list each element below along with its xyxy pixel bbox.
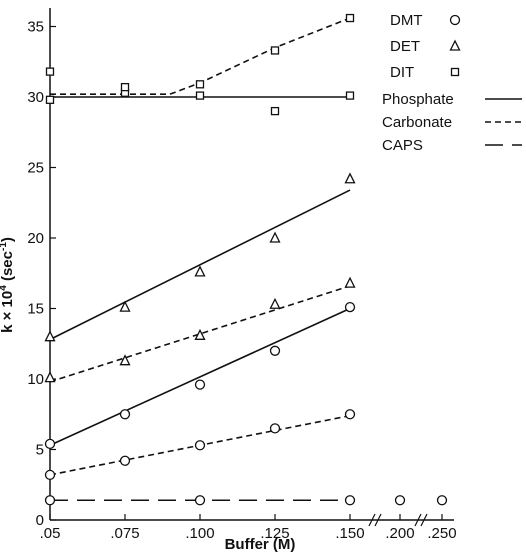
data-point-det <box>119 300 131 312</box>
data-point-dit <box>345 13 355 23</box>
legend-label-caps: CAPS <box>382 137 423 154</box>
data-points <box>44 13 448 506</box>
legend-label-det: DET <box>390 38 420 55</box>
fit-line-det-phosphate <box>49 189 351 341</box>
legend-marker-dit <box>450 67 460 77</box>
data-point-dmt <box>119 409 131 420</box>
data-point-dmt <box>394 495 406 506</box>
x-tick-label: .200 <box>385 525 414 542</box>
x-tick-label: .125 <box>260 525 289 542</box>
x-tick-label: .075 <box>110 525 139 542</box>
data-point-dit <box>120 82 130 92</box>
data-point-dit <box>345 91 355 100</box>
data-point-dmt <box>269 345 281 356</box>
fit-line-det-carbonate <box>49 285 351 383</box>
axis-break-mark <box>420 513 428 527</box>
data-point-dmt <box>194 440 206 451</box>
y-tick-label: 15 <box>27 301 44 318</box>
data-point-dit <box>195 91 205 100</box>
y-tick-label: 0 <box>36 512 44 529</box>
axis-break-mark <box>374 513 382 527</box>
legend-label-phosphate: Phosphate <box>382 91 454 108</box>
data-point-dmt <box>44 469 56 481</box>
data-point-dmt <box>436 495 448 506</box>
data-point-det <box>194 328 206 340</box>
data-point-det <box>269 297 281 309</box>
axis-break-mark <box>368 513 376 527</box>
x-tick-label: .100 <box>185 525 214 542</box>
data-point-det <box>119 354 131 366</box>
axes: 0 5 10 15 20 25 30 35 .05 .075 .100 .125 .150 .200 .25… <box>27 8 457 542</box>
data-point-dit <box>45 67 55 76</box>
data-point-det <box>344 276 356 288</box>
y-tick-label: 5 <box>36 442 44 459</box>
data-point-det <box>44 371 56 383</box>
data-point-det <box>344 172 356 184</box>
y-tick-label: 30 <box>27 89 44 106</box>
data-point-dmt <box>119 455 131 466</box>
legend: DMT DET DIT Phosphate Carbonate CAPS <box>382 12 522 154</box>
data-point-dit <box>195 80 205 89</box>
y-tick-label: 10 <box>27 371 44 388</box>
x-tick-label: .250 <box>427 525 456 542</box>
fit-line-dmt-phosphate <box>49 307 351 446</box>
data-point-dmt <box>269 423 281 434</box>
data-point-det <box>44 330 56 342</box>
data-point-dmt <box>344 301 356 313</box>
data-point-det <box>269 231 281 243</box>
data-point-dmt <box>344 495 356 506</box>
y-tick-label: 25 <box>27 160 44 177</box>
data-point-dmt <box>194 379 206 390</box>
legend-marker-dmt <box>449 14 461 26</box>
x-axis-label: Buffer (M) <box>225 536 296 553</box>
data-point-dmt <box>344 409 356 420</box>
y-tick-label: 20 <box>27 230 44 247</box>
legend-label-dmt: DMT <box>390 12 423 29</box>
fit-line-dit-carbonate <box>50 17 351 95</box>
data-point-dit <box>45 95 55 104</box>
axis-break-mark <box>414 513 422 527</box>
legend-marker-det <box>449 39 461 51</box>
y-axis-label: k × 104 (sec-1) <box>0 237 16 333</box>
x-tick-label: .150 <box>335 525 364 542</box>
x-tick-label: .05 <box>40 525 61 542</box>
data-point-dmt <box>44 438 56 450</box>
data-point-dit <box>270 106 280 116</box>
legend-label-carbonate: Carbonate <box>382 114 452 131</box>
legend-label-dit: DIT <box>390 64 414 81</box>
y-tick-label: 35 <box>27 19 44 36</box>
data-point-dmt <box>44 495 56 506</box>
data-point-dit <box>270 46 280 55</box>
data-point-dmt <box>194 495 206 506</box>
data-point-det <box>194 265 206 277</box>
fit-lines <box>49 17 351 502</box>
